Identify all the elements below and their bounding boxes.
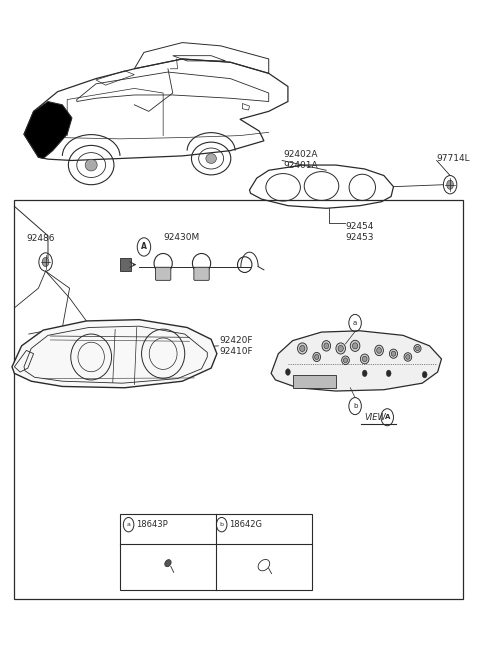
Ellipse shape — [206, 153, 216, 164]
Ellipse shape — [389, 349, 397, 358]
Text: 92453: 92453 — [346, 233, 374, 242]
Ellipse shape — [85, 159, 97, 171]
Text: 92402A: 92402A — [283, 150, 318, 159]
Text: 92420F: 92420F — [220, 336, 253, 345]
Text: a: a — [127, 522, 131, 527]
Ellipse shape — [377, 348, 382, 353]
Polygon shape — [12, 320, 217, 388]
Text: 92410F: 92410F — [220, 346, 253, 356]
Ellipse shape — [314, 354, 319, 360]
Ellipse shape — [391, 351, 396, 356]
Ellipse shape — [165, 559, 171, 567]
Circle shape — [286, 369, 290, 375]
FancyBboxPatch shape — [194, 267, 209, 280]
Circle shape — [422, 371, 427, 378]
Ellipse shape — [352, 343, 358, 349]
Circle shape — [42, 257, 49, 267]
Text: 18643P: 18643P — [136, 520, 168, 529]
Ellipse shape — [343, 358, 348, 363]
Ellipse shape — [360, 354, 369, 364]
Text: A: A — [384, 414, 390, 421]
FancyBboxPatch shape — [120, 258, 131, 271]
Ellipse shape — [362, 356, 367, 362]
Ellipse shape — [313, 352, 321, 362]
Ellipse shape — [322, 341, 331, 351]
Text: A: A — [141, 242, 147, 252]
Polygon shape — [24, 102, 72, 159]
Circle shape — [386, 370, 391, 377]
Text: 92454: 92454 — [346, 222, 374, 231]
Ellipse shape — [324, 343, 329, 348]
Text: 97714L: 97714L — [437, 154, 470, 163]
Text: a: a — [353, 320, 357, 326]
Circle shape — [362, 370, 367, 377]
FancyBboxPatch shape — [293, 375, 336, 388]
Circle shape — [447, 180, 454, 189]
Ellipse shape — [416, 346, 420, 350]
FancyBboxPatch shape — [156, 267, 171, 280]
Text: 92401A: 92401A — [283, 160, 318, 170]
Text: VIEW: VIEW — [365, 413, 386, 422]
Ellipse shape — [406, 354, 410, 360]
Text: 18642G: 18642G — [229, 520, 263, 529]
Ellipse shape — [404, 352, 412, 361]
Text: 92486: 92486 — [26, 234, 55, 243]
Ellipse shape — [375, 345, 384, 356]
Text: b: b — [353, 403, 357, 409]
Polygon shape — [271, 331, 442, 391]
Ellipse shape — [336, 343, 346, 354]
Ellipse shape — [298, 343, 307, 354]
Text: 92430M: 92430M — [163, 233, 199, 242]
Ellipse shape — [342, 356, 349, 364]
Ellipse shape — [414, 345, 421, 352]
Ellipse shape — [350, 341, 360, 351]
Text: b: b — [220, 522, 224, 527]
Ellipse shape — [300, 345, 305, 352]
Ellipse shape — [338, 345, 343, 352]
